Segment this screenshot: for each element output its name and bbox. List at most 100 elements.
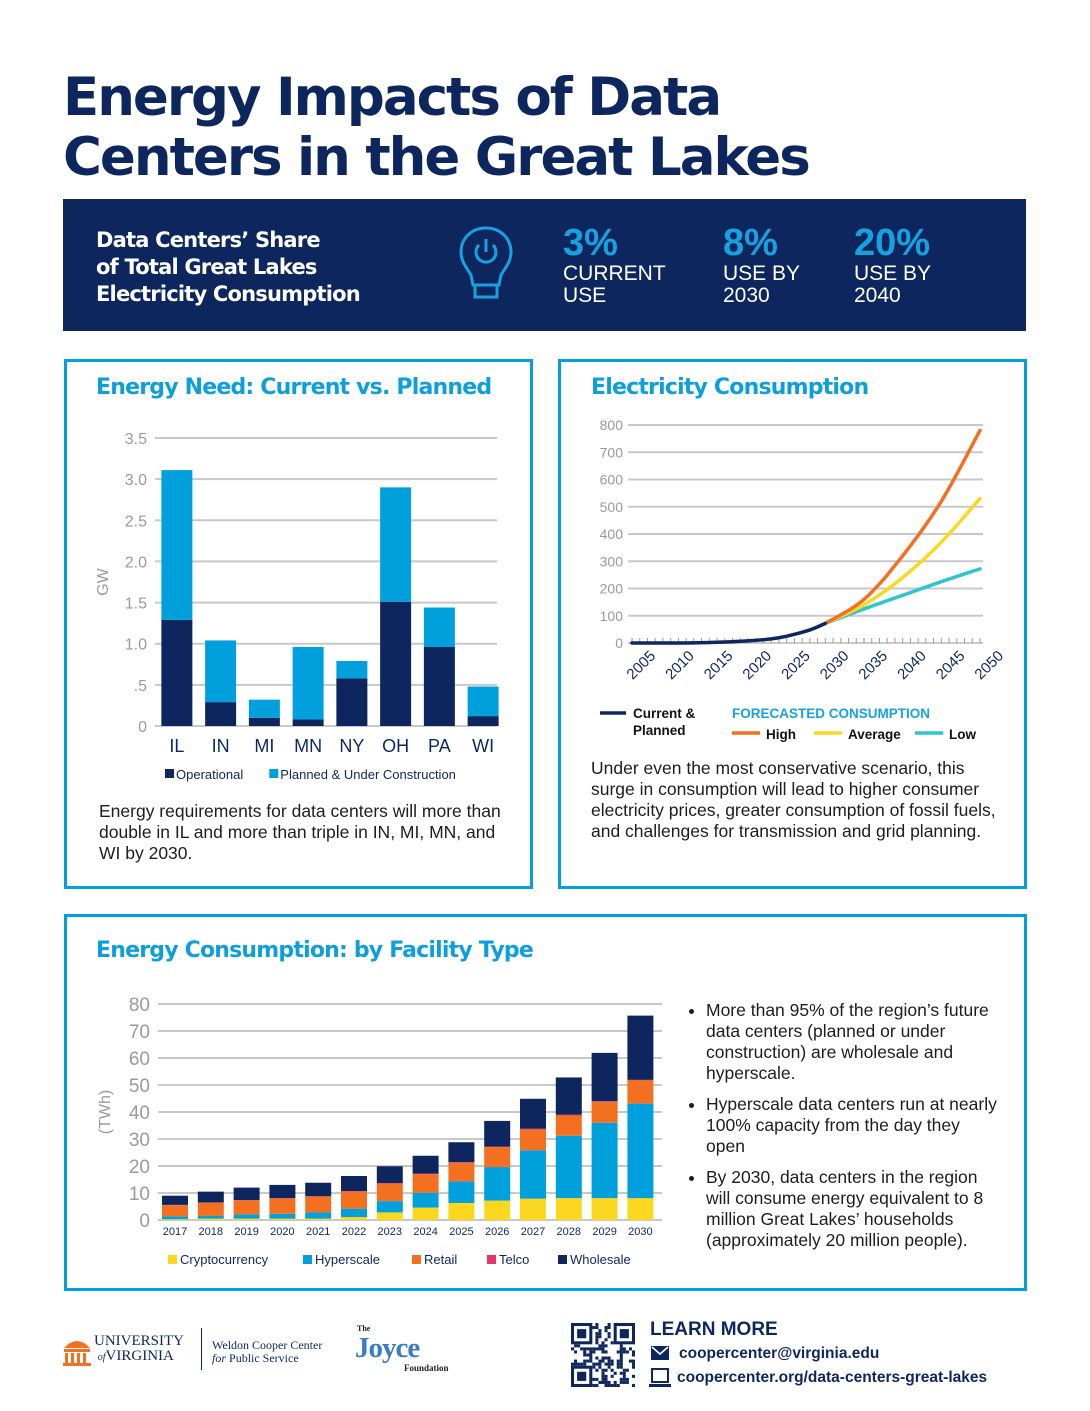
qr-module: [589, 1350, 593, 1354]
bar-cryptocurrency-2017: [162, 1219, 188, 1220]
qr-module: [601, 1380, 605, 1384]
qr-finder: [577, 1371, 587, 1381]
qr-module: [631, 1362, 635, 1366]
envelope-icon: [651, 1346, 669, 1360]
qr-module: [625, 1350, 629, 1354]
y-tick-label: 700: [600, 444, 624, 460]
qr-module: [631, 1383, 635, 1387]
qr-module: [610, 1341, 614, 1345]
qr-module: [628, 1359, 632, 1363]
bar-retail-2026: [484, 1147, 511, 1168]
bar-hyperscale-2026: [484, 1167, 511, 1201]
qr-module: [613, 1383, 617, 1387]
panel-caption: Energy requirements for data centers wil…: [99, 801, 501, 863]
qr-module: [583, 1347, 587, 1351]
qr-module: [574, 1362, 578, 1366]
bar-wholesale-2020: [269, 1184, 296, 1199]
legend-label: High: [766, 727, 796, 742]
legend-swatch: [558, 1255, 567, 1264]
qr-module: [595, 1323, 599, 1327]
qr-module: [574, 1344, 578, 1348]
qr-module: [595, 1356, 599, 1360]
legend-label: Hyperscale: [315, 1252, 380, 1267]
y-tick-label: .5: [134, 678, 147, 695]
x-tick-label: 2023: [378, 1226, 402, 1238]
panel-title: Energy Consumption: by Facility Type: [96, 938, 534, 963]
bar-telco-2023: [376, 1183, 403, 1184]
x-tick-label: 2021: [306, 1226, 330, 1238]
bar-operational-PA: [423, 647, 455, 726]
bar-planned-under-construction-PA: [423, 607, 455, 648]
bar-hyperscale-2018: [197, 1215, 224, 1219]
qr-module: [619, 1380, 623, 1384]
bar-hyperscale-2029: [591, 1122, 618, 1199]
qr-module: [613, 1371, 617, 1375]
bar-telco-2029: [591, 1101, 618, 1102]
legend-label: Retail: [424, 1252, 457, 1267]
qr-module: [616, 1350, 620, 1354]
panel-caption: Under even the most conservative scenari…: [591, 758, 996, 841]
x-tick-label: IN: [212, 736, 230, 756]
line-high: [823, 428, 982, 626]
qr-code-icon[interactable]: [571, 1323, 635, 1387]
bar-cryptocurrency-2025: [448, 1202, 475, 1220]
y-tick-label: 80: [129, 995, 150, 1016]
bar-planned-under-construction-OH: [380, 487, 412, 602]
qr-finder: [577, 1329, 587, 1339]
bar-operational-MI: [248, 717, 280, 726]
qr-module: [592, 1362, 596, 1366]
qr-module: [598, 1332, 602, 1336]
qr-module: [601, 1374, 605, 1378]
bar-wholesale-2017: [162, 1195, 188, 1205]
qr-module: [616, 1362, 620, 1366]
bar-planned-under-construction-IN: [205, 640, 237, 703]
uva-rotunda-logo: [63, 1341, 91, 1366]
x-tick-label: OH: [382, 736, 409, 756]
website-link[interactable]: coopercenter.org/data-centers-great-lake…: [677, 1369, 988, 1386]
y-tick-label: 20: [129, 1157, 150, 1178]
qr-module: [607, 1359, 611, 1363]
qr-module: [619, 1344, 623, 1348]
qr-module: [607, 1332, 611, 1336]
bar-retail-2020: [269, 1198, 296, 1214]
legend-label: Planned: [633, 723, 686, 738]
panel-facility-type: [64, 914, 1027, 1291]
qr-module: [595, 1347, 599, 1351]
bar-hyperscale-2027: [520, 1150, 546, 1199]
y-tick-label: 600: [600, 472, 624, 488]
qr-module: [589, 1353, 593, 1357]
bar-planned-under-construction-NY: [336, 660, 368, 679]
x-tick-label: 2035: [855, 647, 891, 683]
bar-wholesale-2026: [484, 1120, 511, 1147]
qr-module: [619, 1365, 623, 1369]
y-tick-label: 0: [139, 1211, 150, 1232]
y-tick-label: 0: [138, 719, 147, 736]
qr-module: [595, 1341, 599, 1345]
y-tick-label: 300: [600, 553, 624, 569]
x-tick-label: 2024: [413, 1226, 437, 1238]
x-tick-label: MN: [294, 736, 322, 756]
learn-more-heading: LEARN MORE: [650, 1319, 778, 1340]
qr-module: [601, 1371, 605, 1375]
bullet-list: More than 95% of the region’s future dat…: [684, 1000, 999, 1261]
email-link[interactable]: coopercenter@virginia.edu: [679, 1345, 880, 1362]
bar-hyperscale-2024: [412, 1192, 439, 1208]
qr-module: [610, 1362, 614, 1366]
qr-module: [607, 1365, 611, 1369]
qr-module: [604, 1329, 608, 1333]
qr-module: [607, 1326, 611, 1330]
summary-banner: Data Centers’ Share of Total Great Lakes…: [63, 199, 1026, 331]
bar-operational-OH: [380, 601, 412, 726]
y-tick-label: 3.5: [125, 431, 147, 448]
qr-module: [601, 1356, 605, 1360]
qr-module: [574, 1359, 578, 1363]
bar-retail-2028: [555, 1115, 582, 1136]
y-tick-label: 10: [129, 1184, 150, 1205]
x-tick-label: 2005: [623, 647, 659, 683]
bar-retail-2027: [520, 1129, 546, 1151]
x-tick-label: 2030: [817, 647, 853, 683]
bar-wholesale-2030: [627, 1015, 654, 1080]
qr-module: [601, 1368, 605, 1372]
